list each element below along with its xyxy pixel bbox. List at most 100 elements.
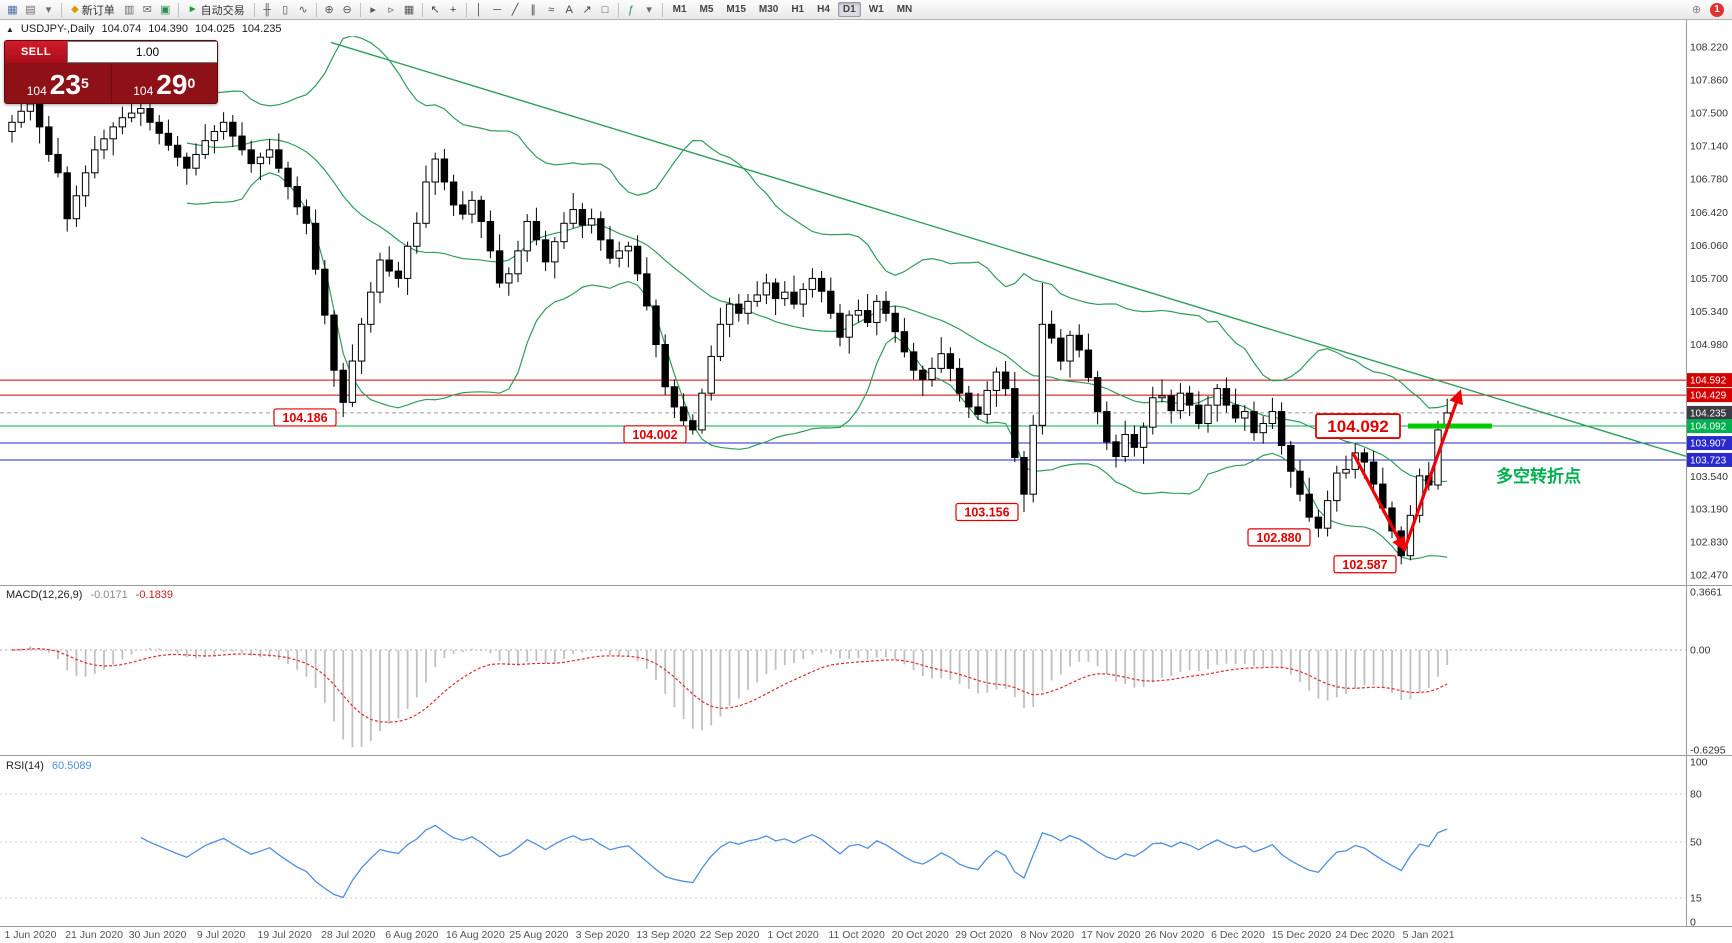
candle-body: [983, 389, 991, 415]
candle-body: [127, 112, 136, 119]
macd-hist-bar: [29, 646, 32, 650]
autotrading-icon: ►: [187, 4, 198, 15]
candle-body: [1241, 411, 1249, 419]
macd-hist-bar: [11, 650, 13, 651]
price-annotation: 104.002: [623, 425, 687, 444]
collapse-panel-icon[interactable]: ▲: [6, 24, 14, 34]
macd-hist-bar: [599, 650, 602, 652]
crosshair-icon[interactable]: +: [449, 3, 457, 16]
macd-hist-bar: [415, 650, 418, 698]
timeframe-h4[interactable]: H4: [812, 2, 835, 17]
vertical-line-icon[interactable]: │: [475, 3, 483, 16]
rsi-scale-label: 15: [1690, 893, 1702, 905]
timeframe-w1[interactable]: W1: [864, 2, 889, 17]
candle-body: [992, 371, 1001, 391]
zoom-chart-icon[interactable]: ⊕: [1691, 3, 1702, 16]
buy-price[interactable]: 104 29 0: [133, 69, 196, 100]
macd-hist-bar: [57, 650, 59, 660]
rsi-scale-label: 0: [1690, 917, 1696, 929]
volume-input[interactable]: [68, 42, 217, 62]
macd-hist-bar: [434, 650, 437, 668]
zoom-out-icon[interactable]: ⊖: [342, 3, 352, 16]
chart-windows-icon[interactable]: ▥: [124, 3, 135, 16]
macd-hist-bar: [848, 650, 851, 659]
macd-hist-bar: [1354, 650, 1357, 689]
candle-body: [670, 386, 679, 408]
macd-hist-bar: [1170, 650, 1173, 676]
candle-body: [909, 351, 918, 371]
macd-hist-bar: [820, 650, 823, 653]
macd-hist-bar: [250, 650, 253, 656]
macd-hist-bar: [1335, 650, 1338, 698]
candle-body: [1287, 445, 1295, 472]
auto-scroll-icon[interactable]: ▸: [370, 3, 376, 16]
macd-hist-bar: [241, 650, 243, 653]
timeframe-h1[interactable]: H1: [786, 2, 809, 17]
candle-body: [1103, 411, 1111, 443]
autotrading-button[interactable]: ► 自动交易: [183, 2, 250, 18]
macd-hist-bar: [627, 650, 630, 658]
macd-hist-bar: [305, 650, 308, 677]
price-scale-label: 107.140: [1690, 141, 1728, 153]
macd-hist-bar: [1207, 650, 1209, 669]
date-axis-label: 15 Dec 2020: [1272, 929, 1332, 941]
price-scale-label: 103.190: [1690, 503, 1728, 515]
macd-hist-bar: [1133, 650, 1136, 688]
tile-windows-icon[interactable]: ▦: [403, 3, 415, 16]
zoom-in-icon[interactable]: ⊕: [324, 3, 334, 16]
date-axis-label: 30 Jun 2020: [129, 929, 187, 941]
profiles-icon[interactable]: ▤: [25, 3, 36, 16]
timeframe-d1[interactable]: D1: [837, 2, 861, 17]
candle-body: [560, 222, 568, 243]
toolbar-separator: [421, 2, 423, 17]
fibonacci-icon[interactable]: ≈: [548, 3, 555, 16]
timeframe-m1[interactable]: M1: [668, 2, 692, 17]
candle-body: [495, 250, 504, 284]
timeframe-m30[interactable]: M30: [754, 2, 783, 17]
mail-icon[interactable]: ✉: [142, 3, 152, 16]
candle-body: [1277, 411, 1286, 447]
macd-hist-bar: [765, 650, 768, 675]
rsi-scale-label: 100: [1690, 757, 1708, 769]
macd-hist-bar: [719, 650, 722, 717]
macd-hist-bar: [112, 650, 115, 665]
candlestick-icon[interactable]: ▯: [282, 3, 289, 16]
timeframe-m5[interactable]: M5: [695, 2, 719, 17]
timeframe-m15[interactable]: M15: [721, 2, 750, 17]
line-chart-icon[interactable]: ∿: [298, 3, 308, 16]
bollinger-lower: [186, 172, 1448, 561]
sell-price[interactable]: 104 23 5: [26, 69, 89, 100]
trendline-icon[interactable]: ╱: [511, 3, 519, 16]
arrows-icon[interactable]: ↗: [582, 3, 592, 16]
sell-button[interactable]: SELL: [5, 41, 67, 63]
horizontal-line-icon[interactable]: ─: [493, 3, 501, 16]
bar-chart-icon[interactable]: ╫: [263, 3, 271, 16]
candle-body: [514, 250, 522, 275]
candle-body: [1250, 411, 1258, 434]
indicators-arrow-icon[interactable]: ▾: [646, 3, 652, 16]
candle-body: [348, 360, 357, 403]
shapes-icon[interactable]: □: [601, 3, 609, 16]
profiles-arrow-icon[interactable]: ▾: [45, 3, 52, 16]
indicators-icon[interactable]: ƒ: [628, 3, 635, 16]
new-chart-icon[interactable]: ▦: [7, 3, 18, 16]
channel-icon[interactable]: ∥: [530, 3, 536, 16]
candle-body: [946, 353, 955, 369]
volume-field: [67, 41, 217, 63]
candle-body: [1130, 434, 1139, 448]
cursor-icon[interactable]: ↖: [430, 3, 440, 16]
date-axis-label: 16 Aug 2020: [446, 929, 505, 941]
macd-hist-bar: [1345, 650, 1347, 695]
candle-body: [1139, 426, 1148, 448]
candle-body: [164, 132, 173, 146]
timeframe-mn[interactable]: MN: [892, 2, 918, 17]
text-icon[interactable]: A: [565, 3, 573, 16]
macd-scale-label: 0.3661: [1690, 586, 1722, 598]
notification-badge[interactable]: 1: [1710, 2, 1724, 17]
candle-body: [1001, 371, 1010, 390]
candle-body: [367, 291, 375, 325]
new-order-button[interactable]: ◆ 新订单: [66, 2, 120, 18]
chart-shift-icon[interactable]: ▹: [388, 3, 394, 16]
news-icon[interactable]: ▣: [160, 3, 171, 16]
